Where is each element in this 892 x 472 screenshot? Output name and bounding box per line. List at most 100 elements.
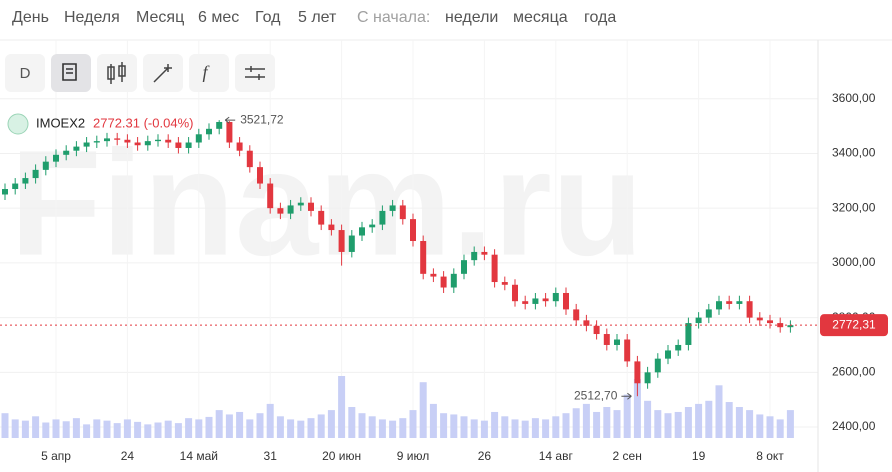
volume-bar [705, 400, 713, 438]
volume-bar [562, 413, 570, 438]
candle-body [420, 241, 427, 274]
indicators-button[interactable] [189, 54, 229, 92]
candle-body [501, 282, 508, 285]
volume-bar [164, 420, 172, 438]
candle-body [756, 317, 763, 321]
ticker: IMOEX2 [36, 115, 85, 130]
candle-body [614, 339, 620, 345]
volume-bar [654, 410, 662, 438]
volume-bar [276, 416, 284, 438]
candle-body [726, 301, 733, 304]
candle-body [308, 202, 314, 211]
period-year[interactable]: Год [255, 9, 281, 26]
candle-body [654, 358, 661, 373]
since-month[interactable]: месяца [513, 9, 568, 26]
volume-bar [154, 422, 162, 438]
high-arrow [224, 116, 236, 124]
volume-bar [123, 419, 131, 438]
volume-bar [409, 410, 417, 438]
volume-bar [42, 422, 50, 438]
volume-bar [317, 414, 325, 438]
volume-bar [480, 420, 488, 438]
volume-bar [511, 419, 519, 438]
period-month[interactable]: Месяц [136, 9, 184, 26]
settings-button[interactable] [235, 54, 275, 92]
candle-body [246, 150, 253, 168]
candle-body [389, 205, 396, 211]
candle-body [685, 323, 692, 345]
volume-bar [460, 416, 468, 438]
volume-bar [542, 419, 550, 438]
candle-body [359, 227, 365, 236]
volume-bar [174, 423, 182, 438]
indicators-icon: f [202, 62, 210, 82]
period-week[interactable]: Неделя [64, 9, 120, 26]
candle-body [93, 141, 100, 143]
candle-body [440, 276, 447, 288]
x-tick-label: 5 апр [41, 449, 71, 463]
period-day[interactable]: День [12, 9, 49, 26]
candle-body [12, 183, 19, 190]
volume-bar [215, 410, 223, 438]
candle-body [63, 150, 70, 155]
volume-bar [429, 403, 437, 438]
watermark: Finam.ru [10, 119, 643, 287]
since-week[interactable]: недели [445, 9, 498, 26]
candle-body [532, 298, 539, 304]
x-tick-label: 31 [264, 449, 278, 463]
candle-body [216, 121, 223, 129]
volume-bar [134, 421, 142, 438]
volume-bar [378, 419, 386, 438]
volume-bar [348, 407, 356, 438]
candle-body [287, 205, 294, 214]
volume-bar [358, 413, 366, 438]
last-price-box [820, 314, 888, 337]
candle-body [338, 230, 345, 252]
candle-body [593, 325, 600, 335]
since-label: С начала: [357, 9, 430, 26]
volume-bar [225, 414, 233, 438]
x-tick-label: 14 авг [539, 449, 574, 463]
volume-bar [450, 414, 458, 438]
candle-body [226, 121, 233, 143]
volume-bar [572, 408, 580, 438]
candle-body [644, 372, 651, 384]
y-tick-label: 2600,00 [832, 365, 876, 379]
volume-bar [470, 419, 478, 438]
volume-bar [266, 403, 274, 438]
candle-body [297, 202, 304, 206]
chart-type-button[interactable] [97, 54, 137, 92]
volume-bar [307, 418, 315, 438]
interval-button[interactable] [5, 54, 45, 92]
volume-bar [52, 419, 60, 438]
volume-bar [613, 410, 621, 438]
volume-bar [491, 411, 499, 438]
candle-body [104, 138, 110, 142]
candle-body [83, 142, 90, 147]
candle-body [144, 141, 151, 146]
candle-body [369, 224, 376, 228]
high-label: 3521,72 [240, 112, 284, 126]
volume-bar [62, 421, 70, 438]
x-tick-label: 14 май [180, 449, 218, 463]
period-menu: День Неделя Месяц 6 мес Год 5 лет С нача… [12, 9, 616, 26]
candle-body [32, 169, 39, 179]
volume-bar [552, 416, 560, 438]
y-tick-label: 2400,00 [832, 419, 876, 433]
candle-body [175, 142, 182, 148]
period-6m[interactable]: 6 мес [198, 9, 239, 26]
candle-body [471, 251, 478, 261]
candle-body [481, 251, 488, 255]
since-year[interactable]: года [584, 9, 616, 26]
volume-bar [297, 420, 305, 438]
candle-body [2, 189, 8, 195]
candle-body [410, 219, 416, 241]
volume-bar [501, 416, 509, 438]
x-tick-label: 2 сен [613, 449, 642, 463]
legend: IMOEX2 2772.31 (-0.04%) [7, 113, 193, 135]
period-5y[interactable]: 5 лет [298, 9, 337, 26]
chart-type-icon [107, 62, 126, 84]
drawing-icon [153, 64, 172, 83]
volume-bar [389, 420, 397, 438]
volume-bar [113, 423, 121, 438]
